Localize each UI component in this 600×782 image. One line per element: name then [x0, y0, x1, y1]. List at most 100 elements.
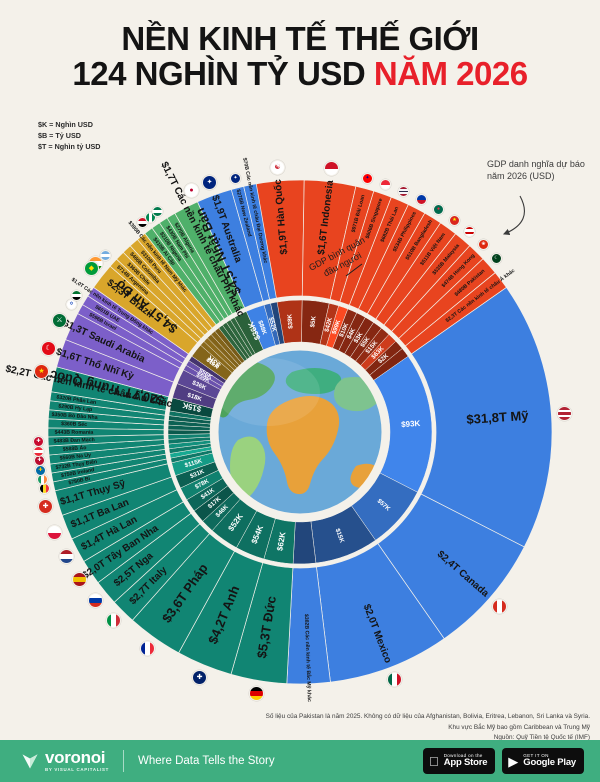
voronoi-brand-sub: BY VISUAL CAPITALIST: [45, 767, 110, 773]
note-line-1: Số liệu của Pakistan là năm 2025. Không …: [265, 713, 590, 720]
flag-icon-thái-lan: [398, 186, 409, 197]
flag-icon-israel: ✡: [66, 299, 77, 310]
legend-thousand: $K = Nghìn USD: [38, 120, 93, 129]
country-label: $560B Na Uy: [59, 452, 91, 461]
footer-tagline: Where Data Tells the Story: [138, 755, 275, 767]
flag-icon-thụy-điển: ✚: [35, 465, 46, 476]
apple-icon: : [429, 755, 439, 768]
title-line-1: NỀN KINH TẾ THẾ GIỚI: [121, 20, 479, 57]
flag-icon-đức: [249, 686, 264, 701]
annotation-leader-line: [502, 195, 525, 236]
country-label: $588B Áo: [63, 444, 87, 453]
flag-icon-tây-ban-nha: [72, 572, 87, 587]
country-label: $750B Ireland: [61, 467, 95, 479]
flag-icon-anh: ✚: [192, 670, 207, 685]
country-label: $31,8T Mỹ: [466, 408, 530, 427]
flag-icon-pakistan: ☾: [491, 253, 502, 264]
flag-icon-uae: [71, 290, 82, 301]
per-capita-label: $4K: [346, 327, 358, 341]
voronoi-brand-name: voronoi: [45, 748, 106, 768]
google-play-big-text: Google Play: [523, 757, 576, 769]
app-store-small-text: Download on the: [443, 752, 483, 758]
flag-icon-australia: ✦: [202, 175, 217, 190]
per-capita-label: $18K: [186, 392, 203, 403]
flag-icon-mỹ: [557, 406, 572, 421]
gdp-wedge[interactable]: [410, 286, 553, 548]
title-line-2-accent: NĂM 2026: [373, 54, 528, 92]
country-label: $443B Romania: [55, 430, 94, 436]
infographic-title: NỀN KINH TẾ THẾ GIỚI 124 NGHÌN TỶ USD NĂ…: [0, 22, 600, 90]
inner-ring-gdp-per-capita: [167, 299, 433, 565]
flag-icon-trung-quốc: ★: [34, 364, 49, 379]
gdp-wedge[interactable]: [243, 183, 277, 300]
per-capita-label: $52K: [267, 316, 278, 333]
flag-icon-singapore: [380, 179, 391, 190]
note-line-3: Nguồn: Quỹ Tiền tệ Quốc tế (IMF): [493, 734, 590, 742]
title-line-2: 124 NGHÌN TỶ USD NĂM 2026: [0, 54, 600, 92]
percap-leader-line: [345, 263, 363, 277]
country-label: $290B Hy Lạp: [58, 404, 92, 414]
flag-icon-nhật-bản: ●: [184, 183, 199, 198]
google-play-icon: ▶: [508, 753, 519, 769]
gdp-per-capita-wedge[interactable]: [270, 301, 285, 345]
per-capita-label: $38K: [286, 313, 294, 329]
flag-icon-hà-lan: [59, 549, 74, 564]
flag-icon-hong-kong: ❀: [478, 239, 489, 250]
flag-icon-brazil: ◆: [84, 261, 99, 276]
footer-bar: voronoi BY VISUAL CAPITALIST Where Data …: [0, 740, 600, 782]
voronoi-logo[interactable]: voronoi BY VISUAL CAPITALIST: [20, 749, 109, 772]
per-capita-label: $99K: [331, 319, 343, 336]
google-play-small-text: GET IT ON: [523, 752, 549, 758]
flag-icon-italy: [106, 613, 121, 628]
country-label: $320B Phần Lan: [56, 394, 97, 406]
per-capita-label: $62K: [275, 531, 287, 552]
per-capita-label: $93K: [401, 419, 421, 429]
flag-icon-áo: [33, 446, 44, 457]
country-label: $360B Séc: [61, 421, 87, 428]
source-notes: Số liệu của Pakistan là năm 2025. Không …: [266, 712, 590, 744]
app-store-badge[interactable]:  Download on the App Store: [422, 748, 496, 774]
per-capita-label: $15K: [181, 400, 202, 413]
note-line-2: Khu vực Bắc Mỹ bao gồm Caribbean và Trun…: [448, 723, 590, 731]
flag-icon-đan-mạch: ✚: [33, 436, 44, 447]
voronoi-mark-icon: [22, 754, 38, 769]
flag-icon-bangladesh: ●: [433, 204, 444, 215]
flag-icon-nigeria: [145, 212, 156, 223]
flag-icon-malaysia: [464, 226, 475, 237]
per-capita-label: $88K: [256, 320, 268, 337]
flag-icon-saudi-arabia: ⚔: [52, 313, 67, 328]
flag-icon-nam-phi: [152, 206, 163, 217]
flag-icon-thụy-sỹ: ✚: [38, 499, 53, 514]
flag-icon-canada: [492, 599, 507, 614]
outer-ring-gdp: [47, 179, 553, 685]
country-label: $483B Đan Mạch: [53, 437, 94, 445]
per-capita-label: $115K: [184, 457, 204, 469]
country-label: $382B Các nền kinh tế Bắc Mỹ khác: [303, 614, 313, 702]
per-capita-label: $42K: [323, 316, 334, 333]
legend-billion: $B = Tỷ USD: [38, 130, 81, 140]
google-play-badge[interactable]: ▶ GET IT ON Google Play: [502, 748, 584, 774]
flag-icon-argentina: [100, 250, 111, 261]
country-label: $780B Bỉ: [68, 476, 91, 487]
flag-icon-indonesia: [324, 161, 339, 176]
per-capita-label: $5K: [309, 315, 317, 328]
flag-icon-đài-loan: ✦: [362, 173, 373, 184]
flag-icon-mexico: [387, 672, 402, 687]
flag-icon-ba-lan: [47, 525, 62, 540]
flag-icon-hàn-quốc: ☯: [270, 160, 285, 175]
flag-icon-new-zealand: ✦: [230, 173, 241, 184]
store-badges:  Download on the App Store ▶ GET IT ON …: [422, 748, 584, 774]
flag-icon-việt-nam: ★: [449, 215, 460, 226]
country-label: $350B Bồ Đào Nha: [51, 412, 98, 421]
globe-illustration: [213, 345, 387, 519]
flag-icon-pháp: [140, 641, 155, 656]
annotation-outer-ring: GDP danh nghĩa dự báo năm 2026 (USD): [487, 159, 585, 182]
flag-icon-thổ-nhĩ-kỳ: ☾: [41, 341, 56, 356]
unit-legend: $K = Nghìn USD $B = Tỷ USD $T = Nghìn tỷ…: [38, 120, 101, 152]
title-line-2-main: 124 NGHÌN TỶ USD: [72, 54, 374, 92]
legend-trillion: $T = Nghìn tỷ USD: [38, 141, 101, 151]
footer-divider: [123, 750, 125, 772]
app-store-big-text: App Store: [443, 757, 488, 769]
flag-icon-philippines: [416, 194, 427, 205]
